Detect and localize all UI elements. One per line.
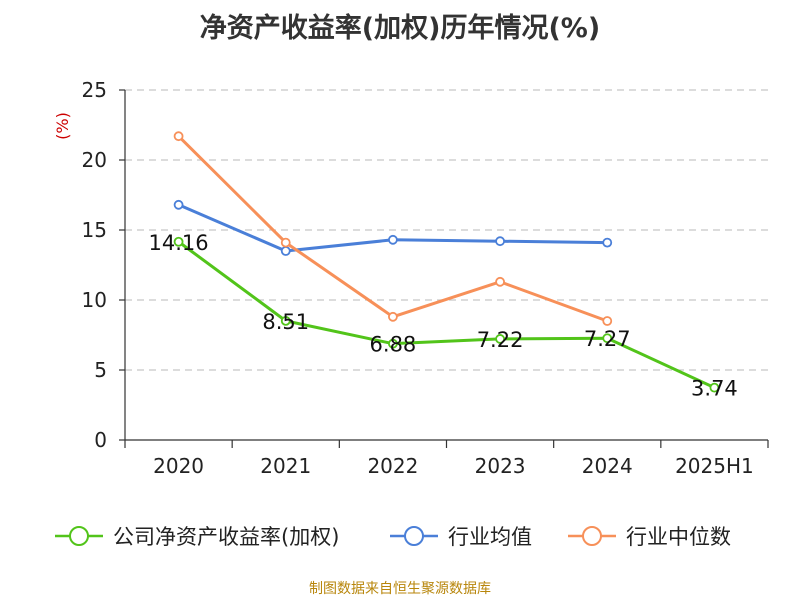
legend-label: 行业均值 <box>448 525 532 549</box>
data-labels: 14.16 8.51 6.88 7.22 7.27 3.74 <box>149 231 738 401</box>
data-point <box>709 382 720 393</box>
x-tick-labels: 2020 2021 2022 2023 2024 2025H1 <box>153 454 754 478</box>
data-point <box>602 237 613 248</box>
data-point <box>280 315 291 326</box>
x-tick-label: 2020 <box>153 454 204 478</box>
x-tick-label: 2023 <box>475 454 526 478</box>
data-label: 14.16 <box>149 231 209 255</box>
data-point <box>388 234 398 245</box>
y-tick-label: 15 <box>82 218 107 242</box>
legend-marker <box>582 526 602 546</box>
y-tick-label: 0 <box>94 428 107 452</box>
data-label: 3.74 <box>691 377 738 401</box>
data-point <box>173 131 184 142</box>
y-tick-label: 20 <box>82 148 107 172</box>
data-label: 8.51 <box>262 310 309 334</box>
legend: 公司净资产收益率(加权) 行业均值 行业中位数 <box>55 525 731 549</box>
x-tick-label: 2024 <box>582 454 633 478</box>
x-tick-label: 2022 <box>367 454 418 478</box>
x-tick-label: 2025H1 <box>675 454 754 478</box>
data-point <box>495 276 505 287</box>
legend-marker <box>404 526 424 546</box>
data-point <box>280 246 291 256</box>
axes <box>119 89 769 448</box>
y-tick-label: 25 <box>82 78 107 102</box>
y-tick-labels: 0 5 10 15 20 25 <box>82 78 107 452</box>
series-line <box>177 240 716 390</box>
data-point <box>280 237 291 248</box>
series-line <box>177 135 608 323</box>
data-label: 7.22 <box>477 328 524 352</box>
data-point <box>388 311 398 322</box>
data-point <box>495 236 505 247</box>
legend-label: 行业中位数 <box>626 525 731 549</box>
data-label: 7.27 <box>584 327 631 351</box>
chart-title: 净资产收益率(加权)历年情况(%) <box>199 13 601 44</box>
grid-lines <box>125 89 768 371</box>
x-tick-label: 2021 <box>260 454 311 478</box>
data-point <box>173 236 184 247</box>
series-lines <box>173 131 720 393</box>
y-tick-label: 10 <box>82 288 107 312</box>
legend-marker <box>69 526 89 546</box>
data-point <box>388 338 398 349</box>
legend-label: 公司净资产收益率(加权) <box>113 525 339 549</box>
data-label: 6.88 <box>370 333 417 357</box>
data-point <box>602 316 613 326</box>
source-note: 制图数据来自恒生聚源数据库 <box>309 581 491 597</box>
y-tick-label: 5 <box>94 358 107 382</box>
data-point <box>495 334 505 344</box>
y-axis-unit-label: (%) <box>53 112 72 140</box>
data-point <box>602 333 613 344</box>
data-point <box>173 199 184 210</box>
